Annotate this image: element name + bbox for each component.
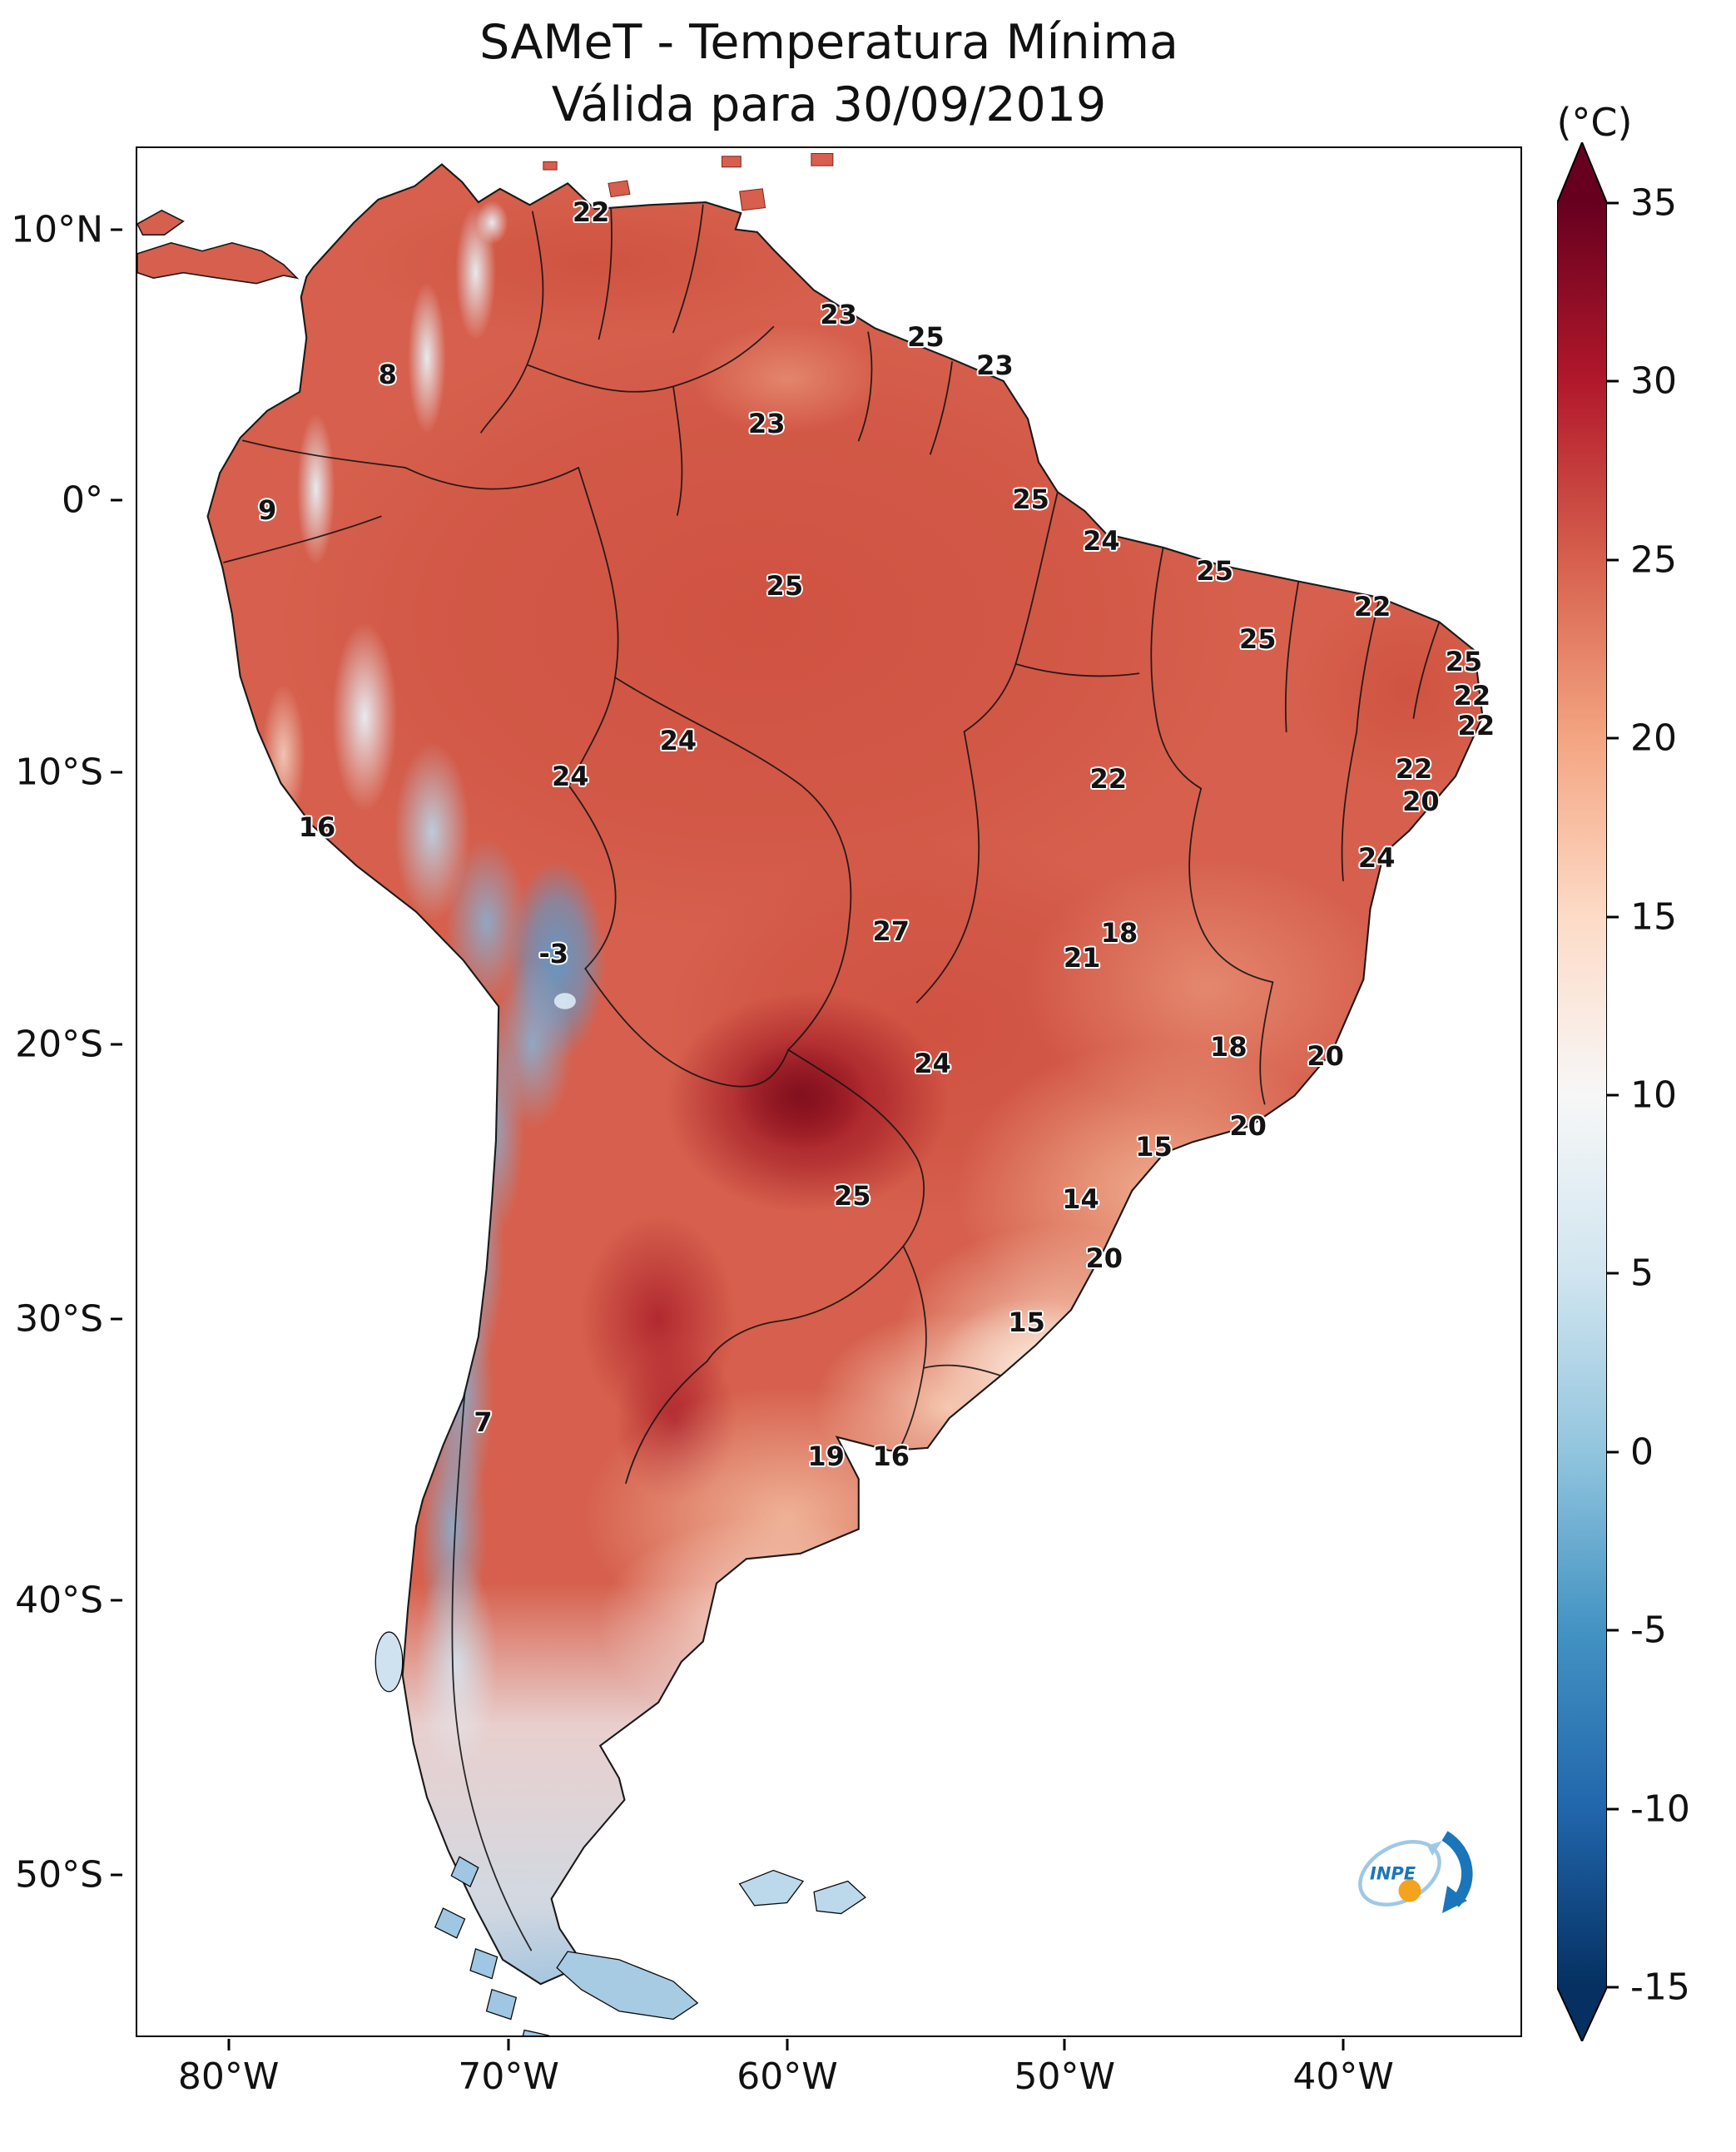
lat-tick-label: 0° xyxy=(62,478,103,522)
map-plot-area: 22 23 25 23 8 23 9 25 24 25 25 25 22 25 22 22 24 24 22 22 20… xyxy=(136,146,1522,2037)
colorbar-tick-mark xyxy=(1607,736,1619,740)
colorbar-tick-mark xyxy=(1607,1629,1619,1632)
colorbar-unit-label: (°C) xyxy=(1556,100,1633,145)
colorbar-tick-label: 20 xyxy=(1630,717,1677,760)
title-line1: SAMeT - Temperatura Mínima xyxy=(479,15,1178,70)
lat-tick-mark xyxy=(111,1873,122,1877)
colorbar-tick-mark xyxy=(1607,201,1619,205)
colorbar-tick-label: 30 xyxy=(1630,359,1677,403)
caribbean-islands xyxy=(543,153,834,211)
colorbar-tick-label: 25 xyxy=(1630,538,1677,582)
colorbar xyxy=(1557,142,1607,2041)
lat-tick-mark xyxy=(111,498,122,502)
colorbar-tick-label: 10 xyxy=(1630,1074,1677,1117)
colorbar-tick-label: -5 xyxy=(1630,1609,1667,1652)
colorbar-tick-mark xyxy=(1607,1450,1619,1454)
lon-tick-label: 80°W xyxy=(177,2055,280,2098)
colorbar-gradient-body xyxy=(1557,203,1607,1987)
lat-tick-mark xyxy=(111,1599,122,1602)
colorbar-tick-label: 5 xyxy=(1630,1252,1654,1295)
southern-islands xyxy=(374,1631,866,2035)
inpe-logo: INPE xyxy=(1345,1820,1482,1926)
logo-text: INPE xyxy=(1370,1864,1416,1884)
colorbar-tick-label: 0 xyxy=(1630,1431,1654,1474)
lon-tick-label: 50°W xyxy=(1014,2055,1115,2098)
lat-tick-label: 10°N xyxy=(11,208,103,251)
colorbar-tick-mark xyxy=(1607,1986,1619,1989)
latitude-axis: 10°N 0° 10°S 20°S 30°S 40°S 50°S xyxy=(0,146,123,2037)
orange-dot-icon xyxy=(1398,1879,1421,1902)
colorbar-tick-label: 35 xyxy=(1630,181,1677,225)
lon-tick-label: 60°W xyxy=(737,2055,838,2098)
lon-tick-mark xyxy=(786,2039,789,2050)
lon-tick-label: 70°W xyxy=(458,2055,559,2098)
lat-tick-label: 50°S xyxy=(15,1853,103,1897)
colorbar-tick-label: 15 xyxy=(1630,895,1677,939)
colorbar-tick-labels: 35 30 25 20 15 10 5 0 -5 -10 -15 xyxy=(1607,182,1734,2009)
colorbar-tick-mark xyxy=(1607,1272,1619,1275)
lat-tick-label: 40°S xyxy=(15,1579,103,1622)
colorbar-tick-mark xyxy=(1607,1093,1619,1097)
colorbar-tick-label: -10 xyxy=(1630,1788,1690,1831)
lat-tick-mark xyxy=(111,228,122,231)
lat-tick-label: 30°S xyxy=(15,1297,103,1341)
central-america-land xyxy=(137,209,300,285)
south-america-map xyxy=(137,153,1484,2035)
colorbar-tick-mark xyxy=(1607,915,1619,919)
colorbar-over-arrow xyxy=(1557,142,1607,203)
colorbar-tick-mark xyxy=(1607,1807,1619,1811)
country-state-boundaries xyxy=(223,204,1441,1951)
colorbar-under-arrow xyxy=(1557,1987,1607,2041)
colorbar-tick-label: -15 xyxy=(1630,1966,1690,2009)
orbit-arrowhead-icon xyxy=(1426,1841,1442,1857)
swoosh-arrowhead-icon xyxy=(1441,1886,1467,1914)
colorbar-tick-mark xyxy=(1607,379,1619,383)
lat-tick-mark xyxy=(111,1043,122,1046)
lat-tick-label: 20°S xyxy=(15,1023,103,1066)
lon-tick-mark xyxy=(227,2039,231,2050)
lat-tick-mark xyxy=(111,771,122,774)
page-title: SAMeT - Temperatura Mínima Válida para 3… xyxy=(136,12,1522,136)
lat-tick-label: 10°S xyxy=(15,751,103,794)
longitude-axis: 80°W 70°W 60°W 50°W 40°W xyxy=(136,2037,1522,2129)
lon-tick-mark xyxy=(1063,2039,1066,2050)
title-line2: Válida para 30/09/2019 xyxy=(551,77,1107,133)
lon-tick-label: 40°W xyxy=(1292,2055,1394,2098)
lat-tick-mark xyxy=(111,1317,122,1321)
lon-tick-mark xyxy=(507,2039,510,2050)
colorbar-tick-mark xyxy=(1607,558,1619,562)
lon-tick-mark xyxy=(1342,2039,1345,2050)
